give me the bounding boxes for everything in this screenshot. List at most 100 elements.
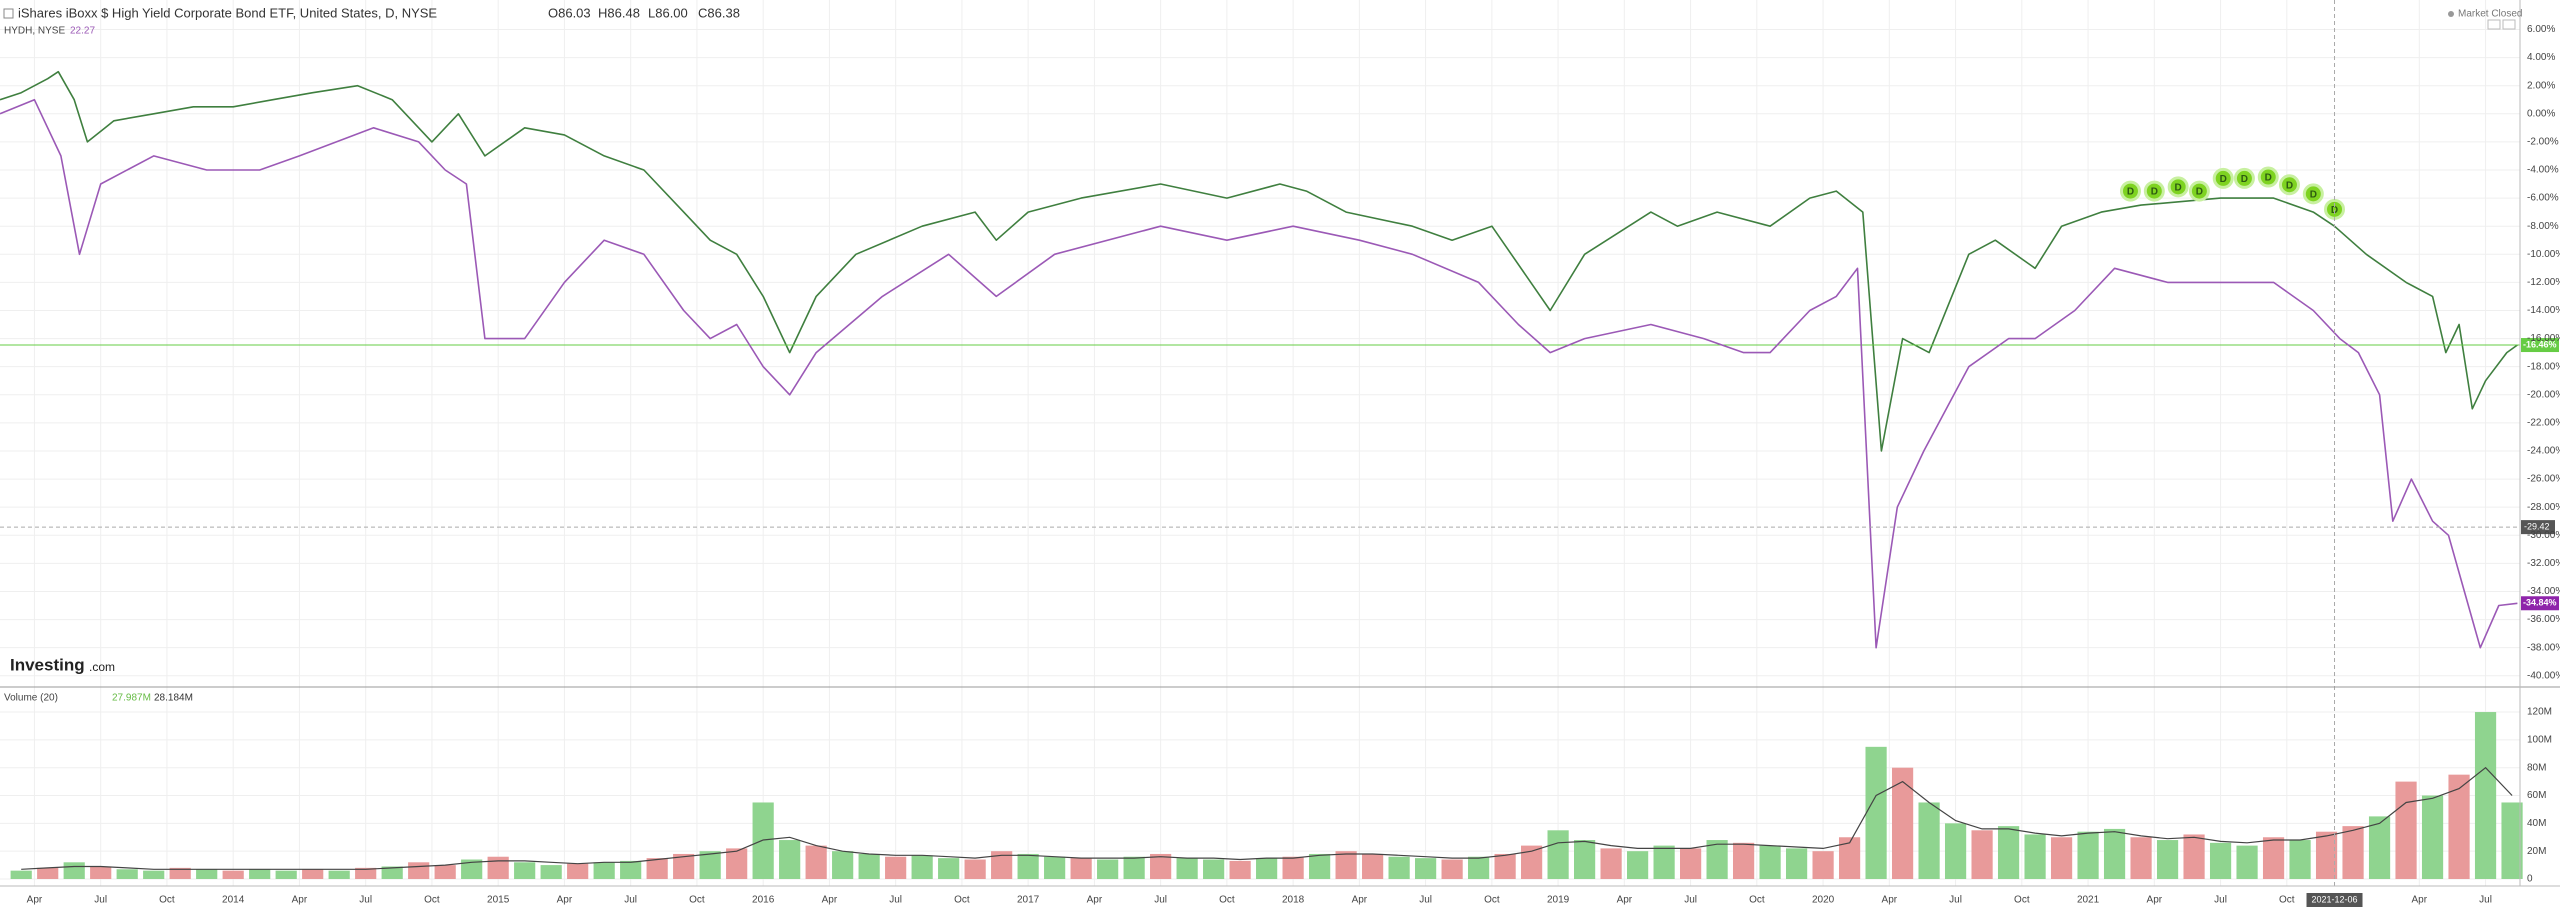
x-tick-label: Apr — [1352, 895, 1368, 906]
dividend-label: D — [2241, 174, 2248, 185]
grid — [0, 0, 2520, 886]
volume-bar — [1706, 840, 1728, 879]
window-button[interactable] — [2502, 19, 2516, 30]
volume-bar — [434, 865, 456, 879]
x-tick-label: Apr — [2147, 895, 2163, 906]
last-value-label: -16.46% — [2523, 339, 2557, 349]
volume-panel — [10, 712, 2523, 879]
volume-bar — [1918, 802, 1940, 879]
x-tick-label: Oct — [954, 895, 970, 906]
y-tick-label: -24.00% — [2527, 446, 2560, 457]
compare-name: HYDH, NYSE — [4, 26, 65, 37]
y-tick-label: 0.00% — [2527, 108, 2555, 119]
volume-bar — [1388, 856, 1410, 879]
volume-bar — [1415, 858, 1437, 879]
y-tick-label: -32.00% — [2527, 558, 2560, 569]
volume-bar — [1600, 848, 1622, 879]
volume-title: Volume (20) — [4, 693, 58, 704]
x-tick-label: Oct — [2279, 895, 2295, 906]
ohlc-value: H86.48 — [598, 5, 640, 20]
window-button[interactable] — [2487, 19, 2501, 30]
x-tick-label: 2015 — [487, 895, 510, 906]
y-tick-label: -18.00% — [2527, 361, 2560, 372]
volume-tick-label: 100M — [2527, 735, 2552, 746]
x-tick-label: 2016 — [752, 895, 775, 906]
volume-bar — [116, 869, 138, 879]
volume-bar — [143, 870, 165, 879]
volume-bar — [10, 870, 32, 879]
y-tick-label: -8.00% — [2527, 221, 2559, 232]
last-value-box — [2521, 338, 2559, 353]
dividend-label: D — [2265, 173, 2272, 184]
toggle-icon[interactable] — [3, 8, 14, 19]
last-value-box — [2521, 596, 2559, 611]
volume-bar — [726, 848, 748, 879]
volume-bar — [2315, 831, 2338, 879]
volume-bar — [1256, 858, 1278, 879]
volume-bar — [1203, 859, 1225, 879]
volume-bar — [2103, 828, 2126, 879]
volume-bar — [567, 863, 589, 879]
volume-bar — [1044, 856, 1066, 879]
y-tick-label: -26.00% — [2527, 474, 2560, 485]
dividend-marker — [2212, 167, 2234, 189]
volume-current: 27.987M — [112, 693, 151, 704]
volume-bar — [196, 869, 218, 879]
x-tick-label: Jul — [94, 895, 107, 906]
y-tick-label: 4.00% — [2527, 52, 2555, 63]
volume-bar — [1891, 767, 1914, 879]
x-tick-label: Jul — [624, 895, 637, 906]
volume-bar — [1759, 845, 1781, 879]
ohlc-value: L86.00 — [648, 5, 688, 20]
y-tick-label: -36.00% — [2527, 614, 2560, 625]
volume-bar — [1785, 848, 1808, 879]
market-status: Market Closed — [2458, 9, 2522, 20]
volume-bar — [461, 859, 483, 879]
y-tick-label: 2.00% — [2527, 80, 2555, 91]
x-tick-label: Apr — [1882, 895, 1898, 906]
volume-bar — [1971, 830, 1993, 879]
logo-suffix: .com — [89, 660, 115, 674]
x-tick-label: Apr — [557, 895, 573, 906]
status-dot — [2448, 11, 2454, 17]
volume-bar — [964, 859, 986, 879]
volume-bar — [1838, 837, 1861, 879]
volume-bar — [2130, 837, 2152, 879]
y-tick-label: -6.00% — [2527, 193, 2559, 204]
volume-bar — [169, 867, 191, 879]
volume-bar — [1865, 746, 1887, 879]
volume-bar — [2050, 837, 2073, 879]
x-tick-label: Oct — [2014, 895, 2030, 906]
volume-bar — [2448, 774, 2470, 879]
volume-bar — [1997, 826, 2020, 879]
volume-ma-line — [21, 766, 2513, 870]
volume-bar — [1335, 851, 1357, 879]
volume-bar — [593, 862, 615, 879]
y-tick-label: -20.00% — [2527, 389, 2560, 400]
y-tick-label: -38.00% — [2527, 642, 2560, 653]
volume-bar — [514, 862, 536, 879]
x-tick-label: Jul — [1949, 895, 1962, 906]
volume-bar — [991, 851, 1013, 879]
dividend-marker — [2278, 174, 2300, 196]
x-tick-label: Oct — [1219, 895, 1235, 906]
y-tick-label: -14.00% — [2527, 305, 2560, 316]
volume-bar — [885, 856, 907, 879]
x-tick-label: Apr — [292, 895, 308, 906]
y-tick-label: -16.00% — [2527, 333, 2560, 344]
crosshair-x-box — [2306, 893, 2363, 907]
volume-bar — [699, 851, 721, 879]
x-tick-label: Apr — [1617, 895, 1633, 906]
volume-bar — [90, 866, 112, 879]
y-tick-label: -4.00% — [2527, 165, 2559, 176]
volume-bar — [222, 870, 244, 879]
dividend-marker — [2143, 180, 2165, 202]
x-tick-label: Jul — [1154, 895, 1167, 906]
volume-tick-label: 120M — [2527, 707, 2552, 718]
volume-bar — [2183, 834, 2205, 879]
volume-bar — [1732, 842, 1755, 879]
volume-bar — [1441, 859, 1463, 879]
volume-bar — [1627, 851, 1649, 879]
